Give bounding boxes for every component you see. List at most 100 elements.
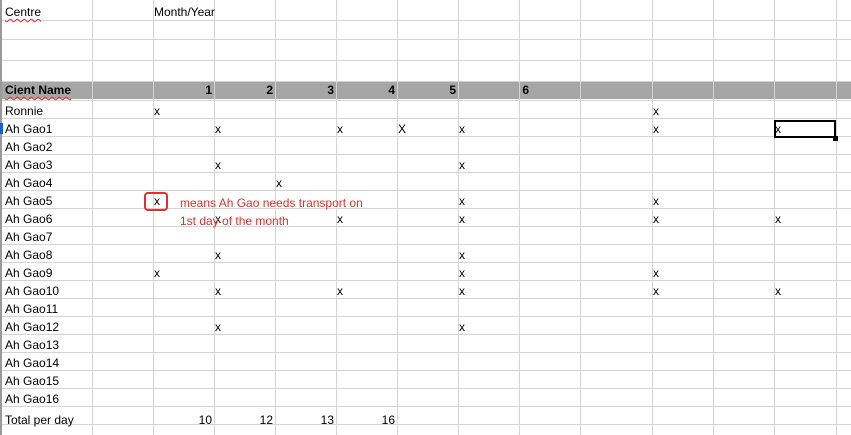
column-gridline — [336, 0, 337, 435]
day-header-2[interactable]: 2 — [266, 83, 273, 97]
transport-mark[interactable]: x — [653, 284, 659, 298]
client-name-cell[interactable]: Ah Gao5 — [5, 194, 53, 208]
transport-mark[interactable]: x — [215, 212, 221, 226]
transport-mark[interactable]: x — [653, 104, 659, 118]
day-header-1[interactable]: 1 — [205, 83, 212, 97]
row-gridline — [0, 406, 851, 407]
row-gridline — [0, 424, 851, 425]
annotation-line-1: means Ah Gao needs transport on — [180, 196, 363, 210]
transport-mark[interactable]: x — [154, 194, 160, 208]
transport-mark[interactable]: x — [459, 122, 465, 136]
client-name-cell[interactable]: Ah Gao11 — [5, 302, 59, 316]
transport-mark[interactable]: x — [459, 266, 465, 280]
column-gridline — [275, 0, 276, 435]
row-gridline — [0, 190, 851, 191]
transport-mark[interactable]: x — [154, 104, 160, 118]
transport-mark[interactable]: x — [215, 284, 221, 298]
client-name-cell[interactable]: Ah Gao8 — [5, 248, 53, 262]
annotation-line-2: 1st day of the month — [180, 214, 289, 228]
transport-mark[interactable]: x — [459, 194, 465, 208]
transport-mark[interactable]: x — [459, 284, 465, 298]
row-gridline — [0, 262, 851, 263]
active-cell-selection[interactable] — [774, 120, 836, 138]
total-per-day-value[interactable]: 10 — [198, 413, 212, 427]
column-gridline — [836, 0, 837, 435]
client-name-cell[interactable]: Ah Gao4 — [5, 176, 53, 190]
column-gridline — [92, 0, 93, 435]
transport-mark[interactable]: X — [398, 122, 407, 136]
client-name-cell[interactable]: Ah Gao2 — [5, 140, 53, 154]
client-name-header[interactable]: Cient Name — [5, 83, 72, 97]
row-gridline — [0, 352, 851, 353]
client-name-cell[interactable]: Ah Gao9 — [5, 266, 53, 280]
transport-mark[interactable]: x — [459, 320, 465, 334]
day-header-5[interactable]: 5 — [449, 83, 456, 97]
day-header-4[interactable]: 4 — [388, 83, 395, 97]
transport-mark[interactable]: x — [215, 122, 221, 136]
row-gridline — [0, 316, 851, 317]
transport-mark[interactable]: x — [459, 158, 465, 172]
client-name-cell[interactable]: Ah Gao1 — [5, 122, 53, 136]
transport-mark[interactable]: x — [276, 176, 282, 190]
row-gridline — [0, 226, 851, 227]
transport-mark[interactable]: x — [653, 122, 659, 136]
row-gridline — [0, 172, 851, 173]
client-name-cell[interactable]: Ah Gao15 — [5, 374, 60, 388]
row-gridline — [0, 81, 851, 82]
column-gridline — [397, 0, 398, 435]
client-name-cell[interactable]: Ah Gao12 — [5, 320, 60, 334]
annotation-highlight-box — [144, 192, 168, 211]
client-name-cell[interactable]: Ah Gao16 — [5, 392, 60, 406]
day-header-6[interactable]: 6 — [522, 83, 529, 97]
row-gridline — [0, 60, 851, 61]
client-name-cell[interactable]: Ronnie — [5, 104, 44, 118]
transport-mark[interactable]: x — [775, 212, 781, 226]
client-name-cell[interactable]: Ah Gao14 — [5, 356, 60, 370]
transport-mark[interactable]: x — [775, 122, 781, 136]
column-gridline — [458, 0, 459, 435]
fill-handle[interactable] — [833, 136, 838, 141]
total-per-day-value[interactable]: 16 — [381, 413, 395, 427]
transport-mark[interactable]: x — [154, 266, 160, 280]
day-header-3[interactable]: 3 — [327, 83, 334, 97]
transport-mark[interactable]: x — [459, 212, 465, 226]
row-gridline — [0, 388, 851, 389]
row-gridline — [0, 136, 851, 137]
transport-mark[interactable]: x — [653, 266, 659, 280]
total-per-day-value[interactable]: 12 — [259, 413, 273, 427]
transport-mark[interactable]: x — [337, 122, 343, 136]
client-name-cell[interactable]: Ah Gao3 — [5, 158, 53, 172]
client-name-cell[interactable]: Ah Gao6 — [5, 212, 53, 226]
client-name-cell[interactable]: Ah Gao10 — [5, 284, 60, 298]
transport-mark[interactable]: x — [337, 284, 343, 298]
transport-mark[interactable]: x — [215, 320, 221, 334]
row-gridline — [0, 154, 851, 155]
client-name-cell[interactable]: Ah Gao13 — [5, 338, 60, 352]
transport-mark[interactable]: x — [459, 248, 465, 262]
transport-mark[interactable]: x — [653, 212, 659, 226]
row-selection-indicator — [0, 123, 3, 134]
transport-mark[interactable]: x — [337, 212, 343, 226]
row-gridline — [0, 20, 851, 21]
row-gridline — [0, 334, 851, 335]
transport-mark[interactable]: x — [775, 284, 781, 298]
row-gridline — [0, 118, 851, 119]
row-gridline — [0, 298, 851, 299]
column-gridline — [214, 0, 215, 435]
column-gridline — [713, 0, 714, 435]
sheet-left-border — [0, 0, 2, 435]
column-gridline — [580, 0, 581, 435]
total-per-day-label[interactable]: Total per day — [5, 413, 74, 427]
total-per-day-value[interactable]: 13 — [320, 413, 334, 427]
transport-mark[interactable]: x — [215, 248, 221, 262]
month-year-label[interactable]: Month/Year — [154, 5, 215, 19]
column-gridline — [519, 0, 520, 435]
transport-mark[interactable]: x — [653, 194, 659, 208]
client-name-cell[interactable]: Ah Gao7 — [5, 230, 53, 244]
row-gridline — [0, 100, 851, 101]
row-gridline — [0, 39, 851, 40]
row-gridline — [0, 244, 851, 245]
centre-label[interactable]: Centre — [5, 5, 42, 19]
transport-mark[interactable]: x — [215, 158, 221, 172]
